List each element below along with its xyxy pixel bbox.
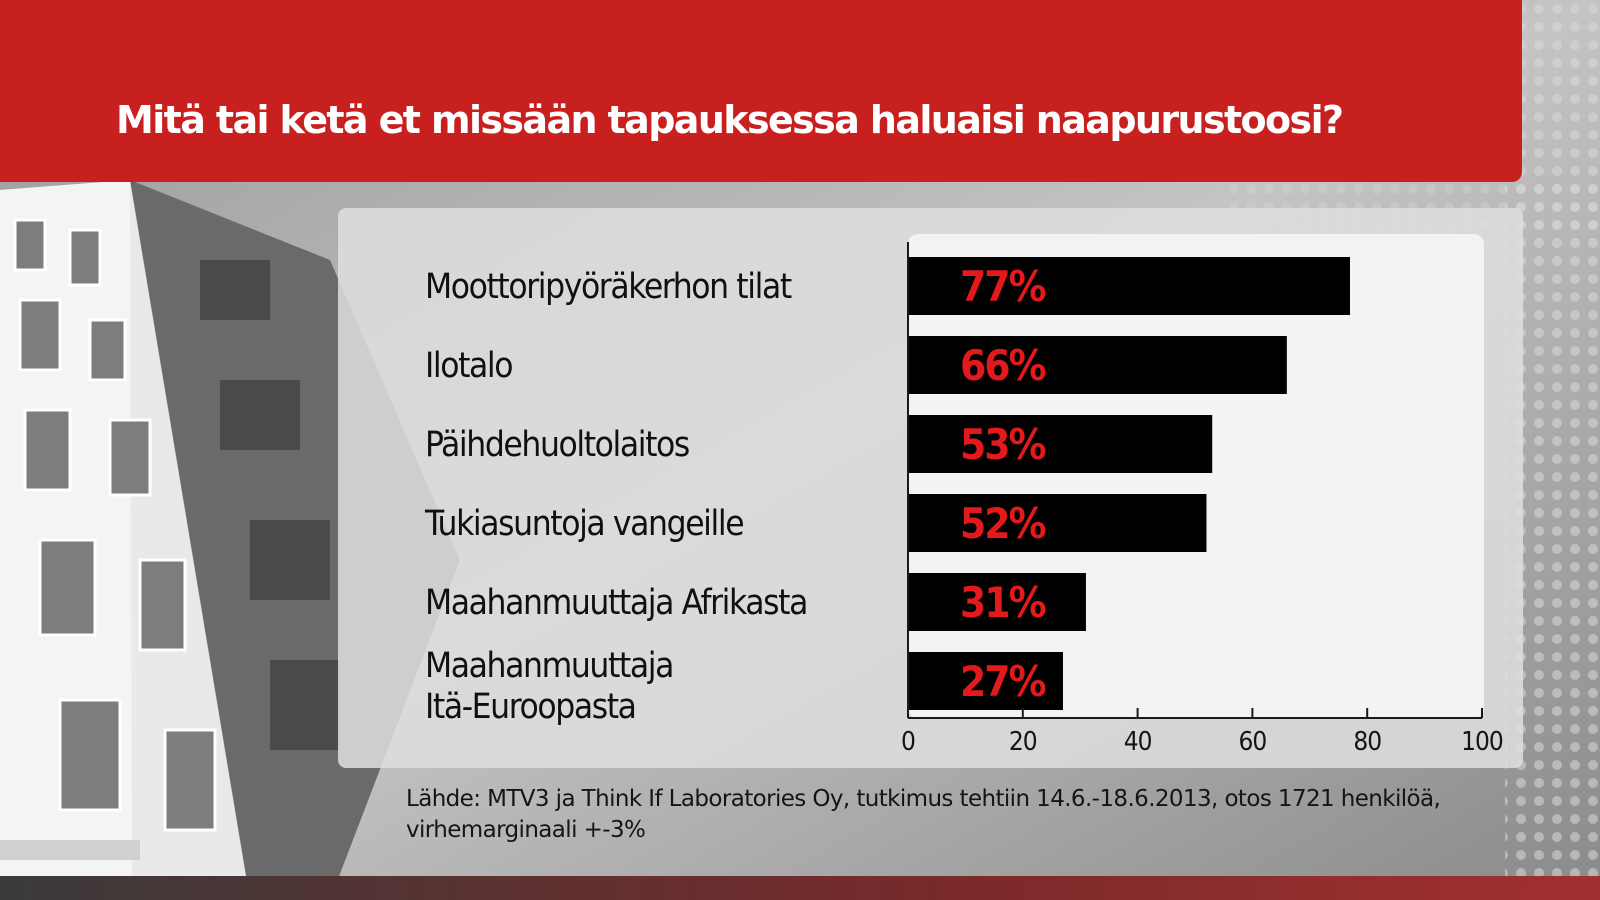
category-label: Päihdehuoltolaitos (425, 425, 689, 465)
bar-value-label: 66% (960, 341, 1046, 390)
bar (908, 573, 1086, 631)
x-tick-label: 40 (1124, 727, 1152, 757)
x-tick-label: 60 (1239, 727, 1267, 757)
bar (908, 257, 1350, 315)
bar-value-label: 53% (960, 420, 1046, 469)
source-note: Lähde: MTV3 ja Think If Laboratories Oy,… (406, 786, 1441, 843)
category-label: Tukiasuntoja vangeille (424, 504, 743, 544)
category-label: Ilotalo (425, 346, 512, 386)
category-label: Maahanmuuttaja Itä-Euroopasta (425, 646, 673, 727)
bar-value-label: 77% (960, 262, 1046, 311)
bottom-strip (0, 876, 1600, 900)
chart-title: Mitä tai ketä et missään tapauksessa hal… (116, 98, 1344, 142)
bar-value-label: 31% (960, 578, 1046, 627)
title-banner: Mitä tai ketä et missään tapauksessa hal… (0, 0, 1522, 182)
x-tick-label: 0 (901, 727, 915, 757)
bar (908, 494, 1207, 552)
category-label: Moottoripyöräkerhon tilat (425, 267, 792, 307)
x-tick-label: 20 (1009, 727, 1037, 757)
bar (908, 652, 1063, 710)
bar-value-label: 52% (960, 499, 1046, 548)
bar (908, 415, 1213, 473)
x-tick-label: 80 (1353, 727, 1381, 757)
bar (908, 336, 1287, 394)
category-label: Maahanmuuttaja Afrikasta (425, 583, 807, 623)
x-tick-label: 100 (1461, 727, 1503, 757)
bar-value-label: 27% (960, 657, 1046, 706)
